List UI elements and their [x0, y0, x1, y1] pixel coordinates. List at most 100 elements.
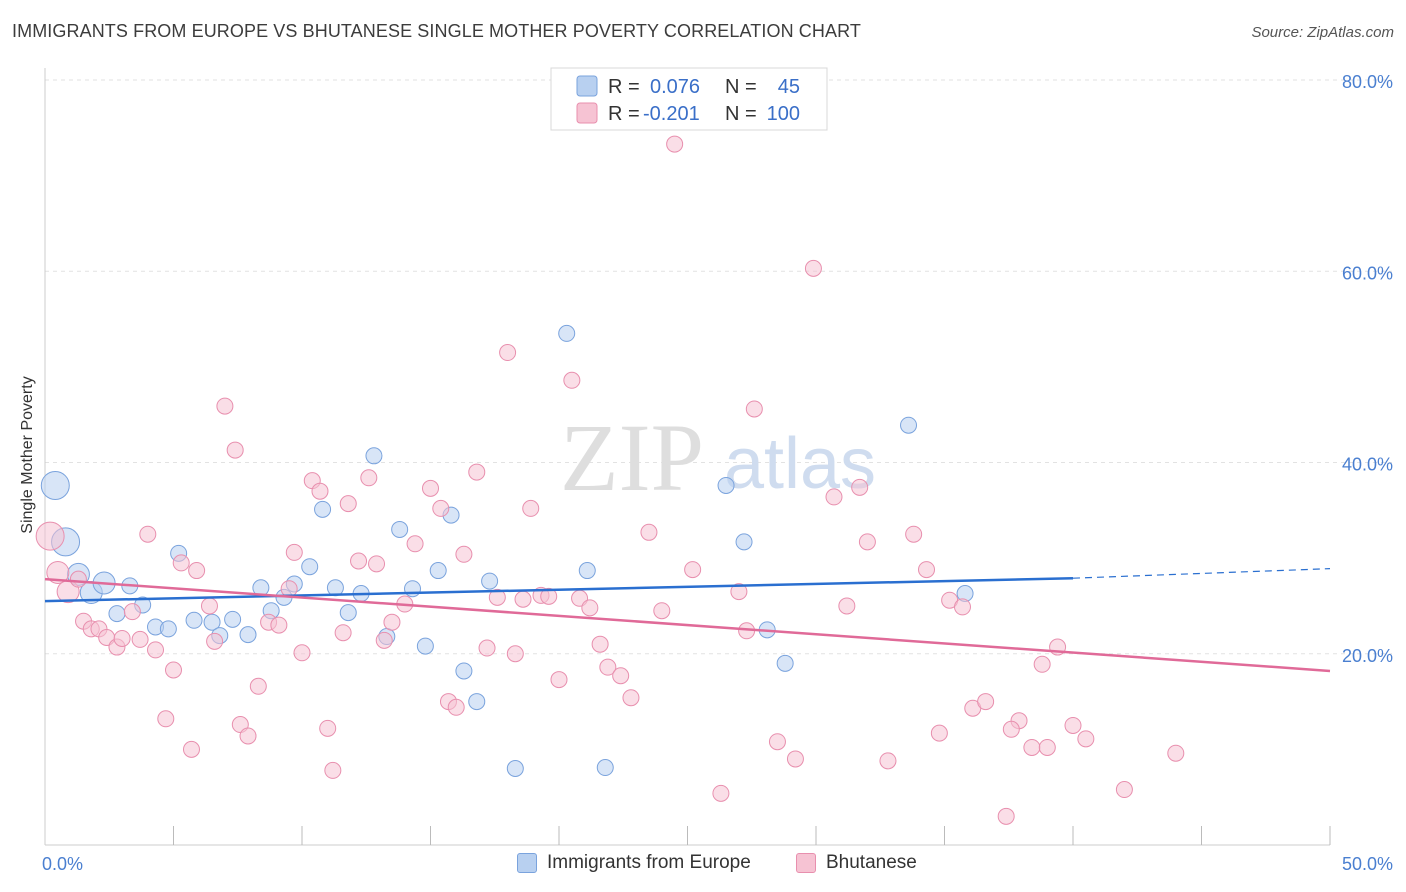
bhutanese-point-29 [285, 543, 303, 561]
bhutanese-point-64 [612, 667, 630, 685]
bhutanese-point-50 [478, 639, 496, 657]
axes [44, 68, 1331, 846]
immigrants-point-36 [558, 324, 576, 342]
bhutanese-point-35 [334, 624, 352, 642]
bhutanese-point-3 [69, 570, 87, 588]
bhutanese-point-97 [1167, 744, 1185, 762]
bhutanese-point-25 [249, 677, 267, 695]
bhutanese-point-15 [165, 661, 182, 679]
bhutanese-point-22 [226, 441, 244, 459]
bhutanese-point-78 [838, 597, 856, 615]
immigrants-point-30 [429, 562, 447, 580]
bhutanese-point-14 [157, 710, 175, 728]
immigrants-point-34 [481, 572, 499, 590]
bottom-legend: Immigrants from Europe Bhutanese [0, 852, 1406, 878]
bhutanese-point-38 [360, 469, 378, 487]
bhutanese-point-20 [206, 632, 224, 650]
bhutanese-point-63 [599, 658, 617, 676]
bhutanese-point-73 [745, 400, 763, 418]
trend-lines [44, 568, 1331, 673]
bhutanese-point-33 [319, 719, 337, 737]
bhutanese-point-45 [432, 499, 450, 517]
bhutanese-point-51 [488, 588, 506, 606]
chart-title: IMMIGRANTS FROM EUROPE VS BHUTANESE SING… [12, 21, 861, 41]
bhutanese-point-54 [514, 590, 532, 608]
immigrants-point-40 [735, 533, 753, 551]
bhutanese-point-1 [46, 560, 70, 584]
y-tick-label-40: 40.0% [1342, 455, 1393, 475]
bhutanese-point-44 [422, 479, 439, 497]
bhutanese-point-32 [311, 482, 329, 500]
bottom-legend-label-bhutanese: Bhutanese [826, 852, 917, 873]
legend-r-label-1: R = [608, 76, 640, 98]
bhutanese-point-95 [1077, 730, 1095, 748]
immigrants-point-29 [416, 637, 434, 655]
legend-swatch-blue [576, 75, 598, 97]
bhutanese-point-11 [131, 630, 149, 648]
bhutanese-point-13 [147, 641, 165, 659]
grid-lines [45, 79, 1392, 655]
bhutanese-point-34 [324, 761, 342, 779]
bhutanese-point-52 [499, 344, 517, 362]
legend-r-label-2: R = [608, 103, 640, 125]
immigrants-point-9 [159, 620, 177, 638]
bhutanese-point-27 [270, 616, 288, 634]
immigrants-point-37 [578, 562, 596, 580]
legend: R = 0.076 N = 45 R = -0.201 N = 100 [550, 67, 828, 131]
immigrants-point-33 [468, 693, 486, 711]
bhutanese-point-89 [997, 807, 1015, 825]
y-tick-label-20: 20.0% [1342, 646, 1393, 666]
bhutanese-point-67 [653, 602, 671, 620]
bhutanese-point-84 [930, 724, 948, 742]
bhutanese-point-57 [540, 587, 558, 605]
bhutanese-point-65 [622, 689, 640, 707]
immigrants-point-11 [185, 611, 203, 629]
immigrants-point-38 [596, 759, 614, 777]
bhutanese-point-10 [123, 603, 141, 621]
bhutanese-point-47 [447, 698, 465, 716]
immigrants-point-42 [776, 654, 794, 672]
bhutanese-point-80 [858, 533, 876, 551]
immigrants-point-35 [506, 760, 524, 777]
immigrants-point-14 [224, 610, 242, 628]
bhutanese-point-41 [383, 613, 401, 631]
bhutanese-point-68 [666, 135, 684, 153]
watermark: ZIP atlas [560, 404, 876, 511]
bhutanese-point-70 [712, 784, 730, 802]
watermark-atlas: atlas [724, 424, 876, 504]
trend-line-bhutanese [44, 577, 1331, 673]
bhutanese-point-88 [977, 693, 995, 711]
bhutanese-point-83 [918, 561, 936, 579]
bhutanese-point-16 [172, 554, 190, 572]
immigrants-point-12 [203, 613, 221, 631]
immigrants-point-39 [717, 476, 735, 494]
bhutanese-point-18 [188, 562, 206, 580]
bhutanese-point-59 [563, 371, 581, 389]
bhutanese-point-77 [825, 488, 843, 506]
immigrants-point-5 [108, 605, 126, 623]
bhutanese-point-21 [216, 397, 234, 415]
bhutanese-point-9 [113, 629, 131, 647]
series-immigrants-points [40, 324, 974, 777]
legend-r-value-2: -0.201 [643, 103, 700, 125]
bhutanese-point-19 [200, 597, 218, 615]
bhutanese-point-24 [239, 727, 257, 745]
bottom-legend-item-bhutanese: Bhutanese [796, 852, 917, 874]
immigrants-point-21 [314, 500, 332, 518]
bhutanese-point-28 [280, 580, 298, 598]
bhutanese-point-12 [139, 525, 157, 543]
bhutanese-point-91 [1023, 738, 1041, 756]
tick-labels: 20.0% 40.0% 60.0% 80.0% 0.0% 50.0% [42, 72, 1393, 874]
bhutanese-point-93 [1038, 738, 1056, 756]
bhutanese-point-30 [293, 644, 311, 662]
immigrants-point-20 [301, 558, 319, 576]
immigrants-point-43 [900, 416, 918, 434]
source-label: Source: ZipAtlas.com [1251, 24, 1394, 41]
legend-n-value-2: 100 [767, 103, 800, 125]
legend-swatch-pink [576, 102, 598, 124]
bhutanese-point-53 [506, 645, 524, 663]
y-tick-label-60: 60.0% [1342, 263, 1393, 283]
bhutanese-point-75 [786, 750, 804, 768]
bhutanese-point-55 [522, 499, 540, 517]
bhutanese-point-79 [851, 478, 869, 496]
